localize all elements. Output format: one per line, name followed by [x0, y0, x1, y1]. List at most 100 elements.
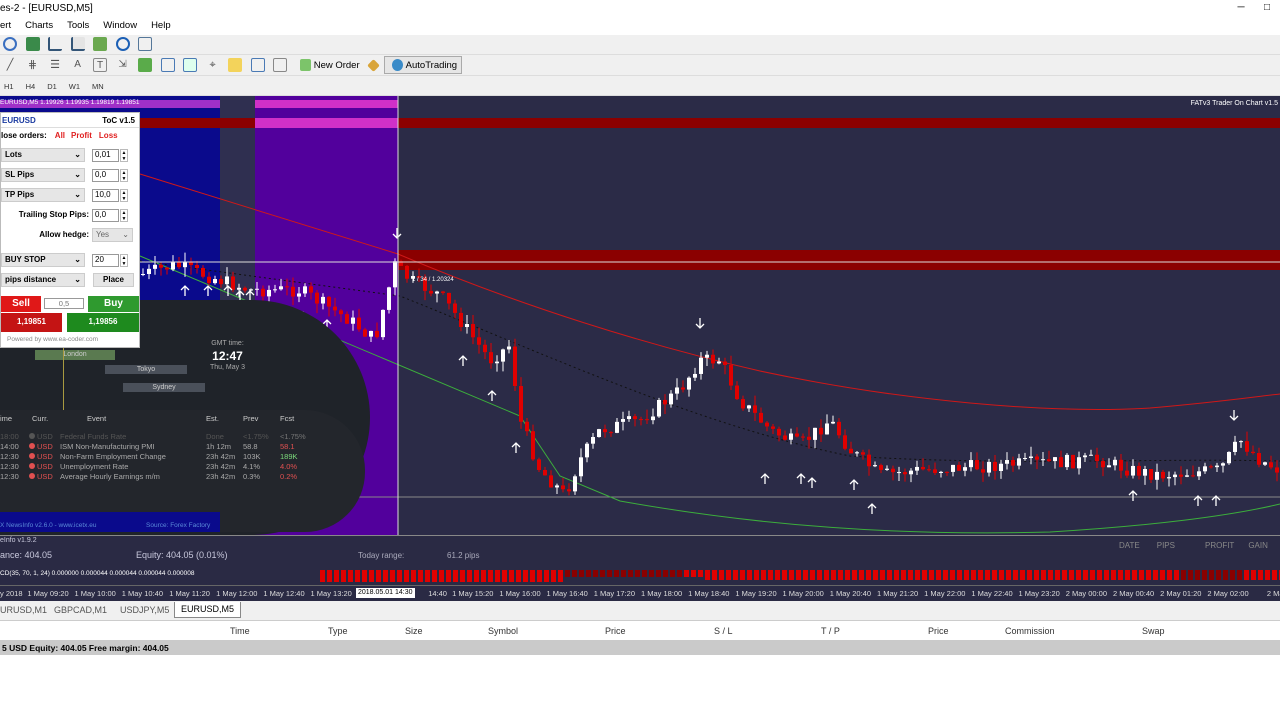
new-order-button[interactable]: New Order [293, 56, 364, 74]
fibonacci-icon[interactable]: ⋕ [27, 59, 38, 71]
close-all-link[interactable]: All [54, 131, 66, 140]
menu-window[interactable]: Window [103, 20, 138, 31]
candle-body [633, 416, 637, 420]
terminal-column-header[interactable]: Size [405, 626, 423, 636]
period-h4[interactable]: H4 [25, 82, 36, 91]
terminal-column-header[interactable]: Commission [1005, 626, 1055, 636]
menu-expert[interactable]: ert [0, 20, 12, 31]
period-mn[interactable]: MN [92, 82, 104, 91]
order-type-select[interactable]: BUY STOP ⌄ [1, 253, 85, 267]
news-prev: <1.75% [243, 432, 269, 441]
tab-gbpcad-m1[interactable]: GBPCAD,M1 [54, 605, 108, 615]
text-label-icon[interactable]: T [93, 58, 108, 72]
candle-body [1149, 468, 1153, 480]
macd-bar [1034, 570, 1039, 580]
sl-select[interactable]: SL Pips ⌄ [1, 168, 85, 182]
band-magenta-2 [255, 118, 398, 128]
sl-input[interactable]: 0,0 [92, 168, 119, 182]
candle-body [225, 276, 229, 285]
distance-stepper[interactable]: ▲ ▼ [120, 253, 128, 267]
close-profit-link[interactable]: Profit [71, 131, 92, 140]
tp-stepper[interactable]: ▲ ▼ [120, 188, 128, 202]
periods-icon[interactable] [115, 37, 130, 51]
period-d1[interactable]: D1 [47, 82, 57, 91]
gann-icon[interactable]: ☰ [50, 59, 60, 71]
candle-body [459, 312, 463, 328]
indicators-icon[interactable] [93, 37, 108, 51]
terminal-column-header[interactable]: T / P [821, 626, 840, 636]
new-chart-icon[interactable] [138, 58, 153, 72]
sl-stepper[interactable]: ▲ ▼ [120, 168, 128, 182]
candle-body [813, 427, 817, 440]
lots-select[interactable]: Lots ⌄ [1, 148, 85, 162]
tester-icon[interactable] [273, 58, 288, 72]
period-w1[interactable]: W1 [68, 82, 81, 91]
distance-unit-select[interactable]: pips distance ⌄ [1, 273, 85, 287]
candle-body [1017, 458, 1021, 466]
place-button[interactable]: Place [93, 273, 134, 287]
stats-pips: PIPS [1156, 541, 1175, 550]
menu-tools[interactable]: Tools [67, 20, 90, 31]
terminal-column-header[interactable]: Swap [1142, 626, 1165, 636]
candle-body [777, 428, 781, 436]
hedge-select[interactable]: Yes ⌄ [92, 228, 133, 242]
profiles-icon[interactable] [160, 58, 175, 72]
terminal-column-header[interactable]: Symbol [488, 626, 519, 636]
buy-price[interactable]: 1,19856 [67, 313, 139, 332]
candle-body [345, 314, 349, 324]
macd-bar [1195, 570, 1200, 580]
minimize-button[interactable]: ─ [1237, 2, 1245, 13]
arrows-icon[interactable]: ⇲ [118, 59, 127, 70]
menu-charts[interactable]: Charts [25, 20, 54, 31]
sell-price[interactable]: 1,19851 [1, 313, 62, 332]
tp-input[interactable]: 10,0 [92, 188, 119, 202]
menu-help[interactable]: Help [151, 20, 171, 31]
text-tool-icon[interactable]: A [74, 59, 81, 70]
macd-bar [530, 570, 535, 582]
tab-usdjpy-m5[interactable]: USDJPY,M5 [120, 605, 170, 615]
terminal-icon[interactable] [250, 58, 265, 72]
period-h1[interactable]: H1 [4, 82, 14, 91]
crosshair-icon[interactable]: ⌖ [209, 59, 216, 71]
lots-input[interactable]: 0,01 [92, 148, 119, 162]
zoom-out-icon[interactable] [3, 37, 17, 51]
powered-by-link[interactable]: Powered by www.ea-coder.com [7, 336, 99, 343]
maximize-button[interactable]: □ [1263, 2, 1271, 13]
terminal-column-header[interactable]: Type [328, 626, 348, 636]
distance-input[interactable]: 20 [92, 253, 119, 267]
terminal-column-header[interactable]: Time [230, 626, 250, 636]
sell-button[interactable]: Sell [1, 296, 41, 312]
news-time: 12:30 [0, 452, 19, 461]
gmt-label: GMT time: [211, 340, 244, 347]
metaeditor-icon[interactable] [367, 58, 381, 72]
tp-select[interactable]: TP Pips ⌄ [1, 188, 85, 202]
chart-shift-icon[interactable] [48, 37, 63, 51]
impact-dot-icon [29, 473, 35, 479]
candle-body [765, 422, 769, 427]
news-panel: ime Curr. Event Est. Prev Fcst 18:00 USD Federa… [0, 410, 365, 532]
close-loss-link[interactable]: Loss [98, 131, 118, 140]
templates-icon[interactable] [138, 37, 153, 51]
lots-stepper[interactable]: ▲ ▼ [120, 148, 128, 162]
panel-version[interactable]: ToC v1.5 [102, 115, 135, 125]
macd-bar [719, 570, 724, 580]
tile-windows-icon[interactable] [25, 37, 40, 51]
trailing-input[interactable]: 0,0 [92, 208, 119, 222]
autotrading-button[interactable]: AutoTrading [383, 56, 463, 74]
market-watch-icon[interactable] [183, 58, 198, 72]
navigator-icon[interactable] [228, 58, 243, 72]
session-sydney: Sydney [123, 383, 205, 392]
terminal-column-header[interactable]: Price [928, 626, 949, 636]
macd-bar [782, 570, 787, 580]
macd-indicator[interactable]: CD(35, 70, 1, 24) 0.000000 0.000044 0.00… [0, 568, 1280, 585]
buy-button[interactable]: Buy [88, 296, 139, 312]
terminal-column-header[interactable]: Price [605, 626, 626, 636]
terminal-column-header[interactable]: S / L [714, 626, 733, 636]
line-tool-icon[interactable]: ╱ [6, 59, 14, 71]
autoscroll-icon[interactable] [70, 37, 85, 51]
candle-body [585, 443, 589, 458]
candle-body [507, 346, 511, 350]
tab-eurusd-m1[interactable]: URUSD,M1 [0, 605, 48, 615]
trailing-stepper[interactable]: ▲ ▼ [120, 208, 128, 222]
tab-eurusd-m5[interactable]: EURUSD,M5 [174, 602, 242, 618]
